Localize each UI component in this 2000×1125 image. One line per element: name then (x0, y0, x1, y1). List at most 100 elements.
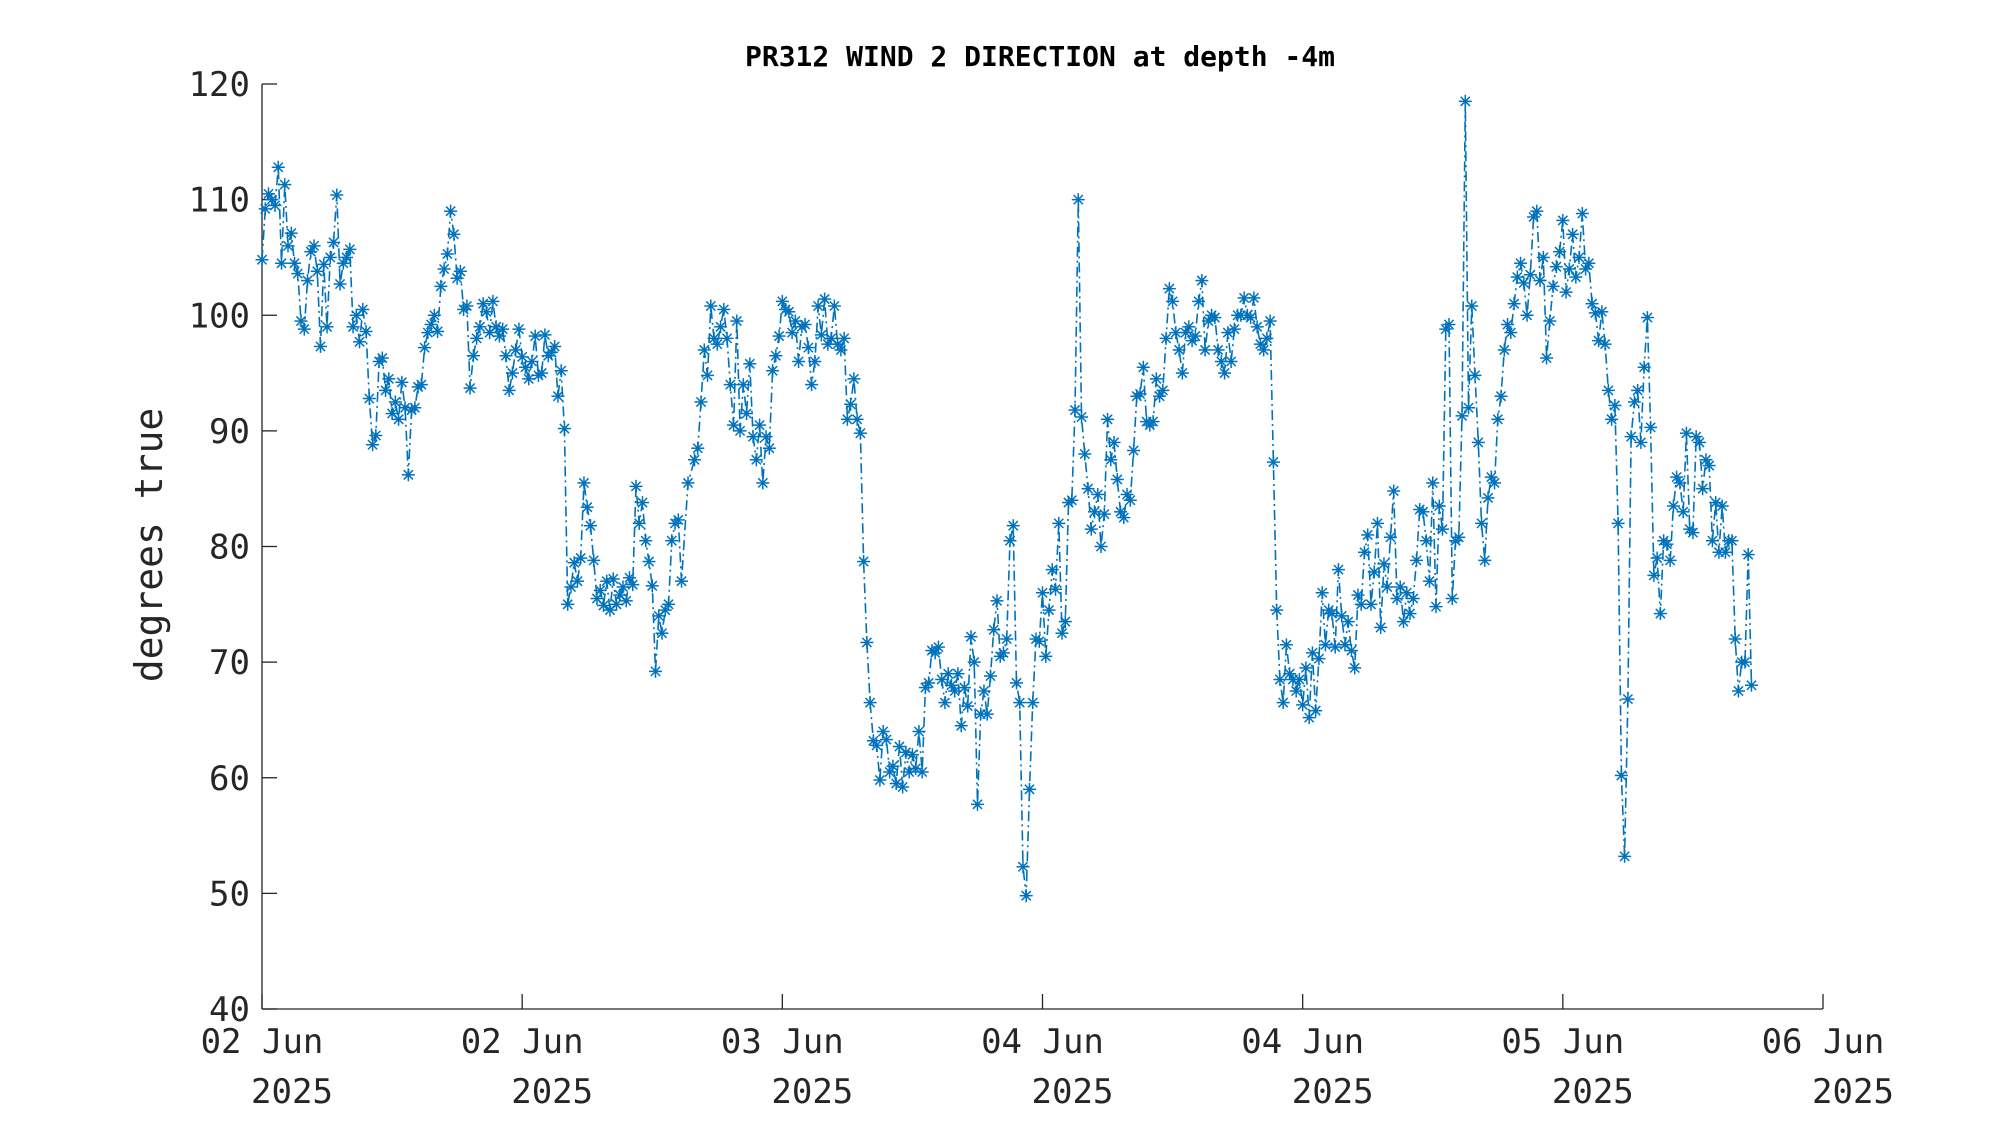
data-point (1302, 711, 1316, 725)
data-point (499, 349, 513, 363)
data-point (1279, 638, 1293, 652)
data-point (1039, 649, 1053, 663)
data-point (805, 378, 819, 392)
data-point (1497, 343, 1511, 357)
data-point (320, 320, 334, 334)
data-point (1078, 447, 1092, 461)
data-point (850, 412, 864, 426)
data-point (554, 364, 568, 378)
data-point (1341, 615, 1355, 629)
data-point (983, 669, 997, 683)
data-point (1292, 672, 1306, 686)
data-point (1266, 455, 1280, 469)
data-point (1582, 256, 1596, 270)
data-point (538, 328, 552, 342)
data-point (1022, 782, 1036, 796)
data-point (1182, 320, 1196, 334)
data-point (1091, 487, 1105, 501)
data-point (1052, 516, 1066, 530)
data-point (1556, 213, 1570, 227)
data-point (870, 738, 884, 752)
data-point (1514, 256, 1528, 270)
data-point (577, 476, 591, 490)
data-point (1101, 412, 1115, 426)
data-point (694, 395, 708, 409)
data-point (392, 412, 406, 426)
data-point (915, 765, 929, 779)
data-point (548, 339, 562, 353)
data-point (561, 597, 575, 611)
data-point (782, 305, 796, 319)
data-point (323, 250, 337, 264)
data-point (1058, 615, 1072, 629)
data-point (1494, 389, 1508, 403)
data-point (1653, 607, 1667, 621)
data-point (1003, 534, 1017, 548)
data-point (749, 453, 763, 467)
data-point (769, 349, 783, 363)
data-point (483, 326, 497, 340)
data-point (1644, 420, 1658, 434)
data-point (1367, 565, 1381, 579)
x-tick-label-date: 02 Jun (201, 1022, 324, 1062)
data-point (528, 329, 542, 343)
data-point (1227, 322, 1241, 336)
data-point (288, 256, 302, 270)
data-point (957, 681, 971, 695)
data-point (762, 441, 776, 455)
data-point (941, 667, 955, 681)
data-point (928, 646, 942, 660)
data-point (766, 364, 780, 378)
data-point (301, 274, 315, 288)
data-point (437, 262, 451, 276)
data-point (1663, 553, 1677, 567)
x-tick-label-date: 06 Jun (1762, 1022, 1885, 1062)
data-point (401, 468, 415, 482)
data-point (518, 360, 532, 374)
data-point (964, 630, 978, 644)
data-point (847, 372, 861, 386)
data-point (730, 314, 744, 328)
data-point (879, 733, 893, 747)
data-point (759, 430, 773, 444)
data-point (1491, 412, 1505, 426)
data-point (1175, 366, 1189, 380)
data-point (1263, 314, 1277, 328)
data-point (447, 227, 461, 241)
y-tick-label: 80 (209, 528, 250, 568)
data-point (1136, 360, 1150, 374)
data-point (1416, 505, 1430, 519)
data-point (873, 773, 887, 787)
data-point (327, 235, 341, 249)
data-point (1517, 276, 1531, 290)
data-point (1331, 563, 1345, 577)
data-point (1605, 412, 1619, 426)
data-point (697, 343, 711, 357)
data-point (1270, 603, 1284, 617)
data-point (688, 453, 702, 467)
data-point (642, 555, 656, 569)
data-point (333, 277, 347, 291)
data-point (785, 326, 799, 340)
data-point (353, 335, 367, 349)
data-point (1478, 553, 1492, 567)
data-point (1520, 308, 1534, 322)
data-point (1533, 274, 1547, 288)
data-point (1299, 661, 1313, 675)
data-point (639, 534, 653, 548)
data-point (418, 341, 432, 355)
data-point (635, 496, 649, 510)
data-point (987, 623, 1001, 637)
x-tick-label-year: 2025 (511, 1072, 593, 1112)
data-point (954, 719, 968, 733)
data-point (1718, 545, 1732, 559)
data-point (662, 597, 676, 611)
data-point (629, 479, 643, 493)
data-point (1445, 592, 1459, 606)
data-point (853, 426, 867, 440)
x-tick-label-year: 2025 (1552, 1072, 1634, 1112)
data-point (258, 202, 272, 216)
data-point (262, 187, 276, 201)
data-point (255, 253, 269, 267)
data-point (837, 331, 851, 345)
